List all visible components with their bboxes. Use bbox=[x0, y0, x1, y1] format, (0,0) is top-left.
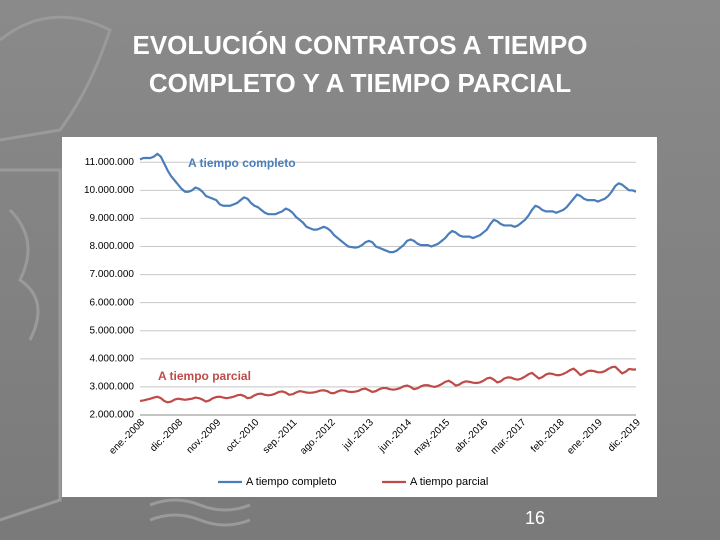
series-line bbox=[139, 152, 637, 254]
y-tick-label: 2.000.000 bbox=[90, 410, 135, 421]
y-tick-label: 4.000.000 bbox=[90, 353, 135, 364]
y-tick-label: 10.000.000 bbox=[84, 185, 134, 196]
emblem bbox=[0, 15, 251, 527]
page-number: 16 bbox=[525, 508, 545, 528]
y-tick-label: 11.000.000 bbox=[85, 157, 135, 168]
annotation: A tiempo completo bbox=[188, 156, 296, 170]
series-line bbox=[139, 365, 636, 404]
legend-label: A tiempo parcial bbox=[410, 476, 488, 488]
y-tick-label: 6.000.000 bbox=[90, 297, 135, 308]
y-tick-label: 3.000.000 bbox=[90, 382, 135, 393]
annotation: A tiempo parcial bbox=[158, 369, 251, 383]
y-tick-label: 7.000.000 bbox=[90, 269, 135, 280]
slide-title: EVOLUCIÓN CONTRATOS A TIEMPO bbox=[132, 30, 587, 60]
slide-title: COMPLETO Y A TIEMPO PARCIAL bbox=[149, 68, 571, 98]
chart-area bbox=[62, 137, 657, 497]
y-tick-label: 5.000.000 bbox=[90, 325, 135, 336]
y-tick-label: 9.000.000 bbox=[90, 213, 135, 224]
legend-label: A tiempo completo bbox=[246, 476, 337, 488]
y-tick-label: 8.000.000 bbox=[90, 241, 135, 252]
